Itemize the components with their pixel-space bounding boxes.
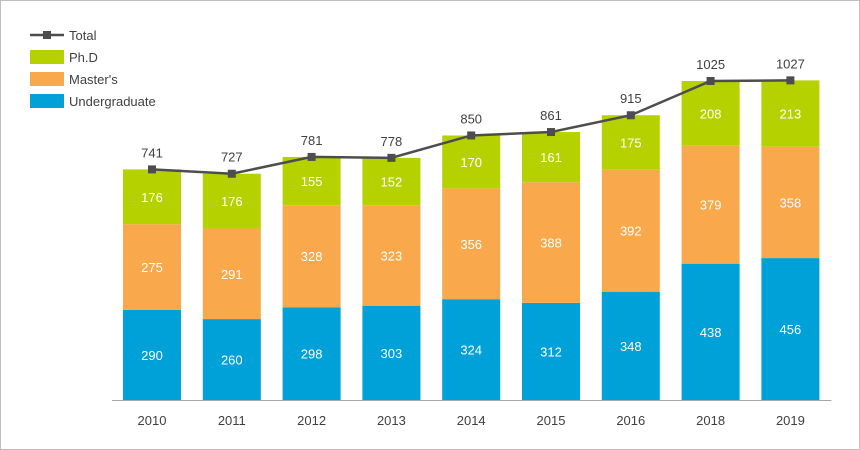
total-label-2012: 781 (301, 133, 323, 148)
bar-undergraduate-2016 (601, 291, 660, 400)
data-label-ph-d-2019: 213 (780, 107, 802, 122)
data-label-master-s-2014: 356 (460, 237, 482, 252)
x-tick-label-2015: 2015 (537, 413, 566, 428)
bar-undergraduate-2018 (681, 263, 740, 400)
bar-ph-d-2018 (681, 81, 740, 146)
data-label-undergraduate-2012: 298 (301, 347, 323, 362)
bar-undergraduate-2010 (123, 309, 181, 400)
legend-swatch-undergraduate (30, 94, 64, 108)
data-label-master-s-2016: 392 (620, 224, 642, 239)
x-tick-label-2014: 2014 (457, 413, 486, 428)
total-label-2015: 861 (540, 108, 562, 123)
total-marker-2019 (786, 76, 795, 85)
bar-master-s-2010 (123, 224, 181, 310)
data-label-ph-d-2014: 170 (460, 155, 482, 170)
data-label-undergraduate-2013: 303 (381, 346, 403, 361)
total-marker-2016 (626, 111, 635, 120)
bar-ph-d-2013 (362, 157, 421, 206)
total-label-2018: 1025 (696, 57, 725, 72)
legend-marker-total (43, 31, 51, 39)
bar-undergraduate-2011 (202, 319, 261, 400)
data-label-master-s-2018: 379 (700, 198, 722, 213)
x-tick-label-2010: 2010 (138, 413, 167, 428)
bar-ph-d-2014 (442, 135, 501, 189)
data-label-master-s-2011: 291 (221, 267, 243, 282)
x-tick-label-2012: 2012 (297, 413, 326, 428)
x-tick-label-2016: 2016 (616, 413, 645, 428)
total-label-2019: 1027 (776, 56, 805, 71)
bars (123, 80, 820, 400)
total-label-2010: 741 (141, 145, 163, 160)
data-label-ph-d-2011: 176 (221, 194, 243, 209)
segment-labels: 290 275 176 260 291 176 298 328 155 303 323 152 324 3… (141, 106, 801, 367)
data-label-ph-d-2015: 161 (540, 150, 562, 165)
bar-undergraduate-2019 (761, 258, 820, 400)
bar-ph-d-2019 (761, 80, 820, 147)
bar-master-s-2016 (601, 169, 660, 292)
total-labels: 741 727 781 778 850 861 915 1025 1027 (141, 56, 805, 164)
x-tick-labels: 2010 2011 2012 2013 2014 2015 2016 2018 2019 (138, 413, 805, 428)
data-label-undergraduate-2016: 348 (620, 339, 642, 354)
data-label-ph-d-2013: 152 (381, 175, 403, 190)
data-label-ph-d-2010: 176 (141, 190, 163, 205)
x-tick-label-2013: 2013 (377, 413, 406, 428)
total-marker-2013 (387, 153, 396, 162)
bar-master-s-2019 (761, 146, 820, 259)
data-label-master-s-2015: 388 (540, 236, 562, 251)
bar-ph-d-2012 (282, 156, 341, 206)
bar-master-s-2014 (442, 188, 501, 300)
data-label-master-s-2019: 358 (780, 195, 802, 210)
bar-ph-d-2011 (202, 173, 261, 229)
data-label-undergraduate-2018: 438 (700, 325, 722, 340)
x-tick-label-2011: 2011 (218, 413, 246, 428)
legend-label-total: Total (69, 28, 97, 43)
bar-undergraduate-2014 (442, 299, 501, 400)
bar-master-s-2018 (681, 145, 740, 264)
data-label-undergraduate-2010: 290 (141, 348, 163, 363)
total-label-2013: 778 (381, 134, 403, 149)
legend-swatch-master-s (30, 72, 64, 86)
data-label-undergraduate-2011: 260 (221, 353, 243, 368)
data-label-master-s-2013: 323 (381, 248, 403, 263)
total-marker-2015 (547, 128, 555, 137)
bar-master-s-2013 (362, 205, 421, 306)
total-marker-2012 (307, 152, 316, 161)
bar-master-s-2011 (202, 228, 261, 320)
x-tick-label-2018: 2018 (696, 413, 725, 428)
data-label-ph-d-2018: 208 (700, 106, 722, 121)
data-label-undergraduate-2014: 324 (460, 343, 482, 358)
total-label-2016: 915 (620, 91, 642, 106)
total-marker-2018 (706, 77, 715, 85)
total-marker-2014 (467, 131, 476, 140)
bar-ph-d-2010 (123, 169, 181, 225)
bar-master-s-2012 (282, 205, 341, 308)
x-tick-label-2019: 2019 (776, 413, 805, 428)
bar-ph-d-2015 (522, 132, 580, 183)
total-label-2011: 727 (221, 150, 243, 165)
legend-label-ph-d: Ph.D (69, 50, 98, 65)
data-label-master-s-2010: 275 (141, 260, 163, 275)
data-label-master-s-2012: 328 (301, 249, 323, 264)
total-marker-2010 (148, 165, 156, 174)
bar-ph-d-2016 (601, 115, 660, 170)
legend-label-undergraduate: Undergraduate (69, 94, 156, 109)
data-label-undergraduate-2019: 456 (780, 322, 802, 337)
total-marker-2011 (227, 169, 236, 178)
data-label-ph-d-2016: 175 (620, 135, 642, 150)
total-label-2014: 850 (460, 111, 482, 126)
data-label-ph-d-2012: 155 (301, 174, 323, 189)
bar-undergraduate-2012 (282, 307, 341, 400)
total-line (148, 76, 795, 178)
bar-undergraduate-2015 (522, 302, 580, 400)
legend: Total Ph.D Master's Undergraduate (30, 28, 156, 109)
legend-label-master-s: Master's (69, 72, 118, 87)
data-label-undergraduate-2015: 312 (540, 344, 562, 359)
legend-swatch-ph-d (30, 50, 64, 64)
bar-undergraduate-2013 (362, 305, 421, 400)
bar-master-s-2015 (522, 182, 580, 303)
